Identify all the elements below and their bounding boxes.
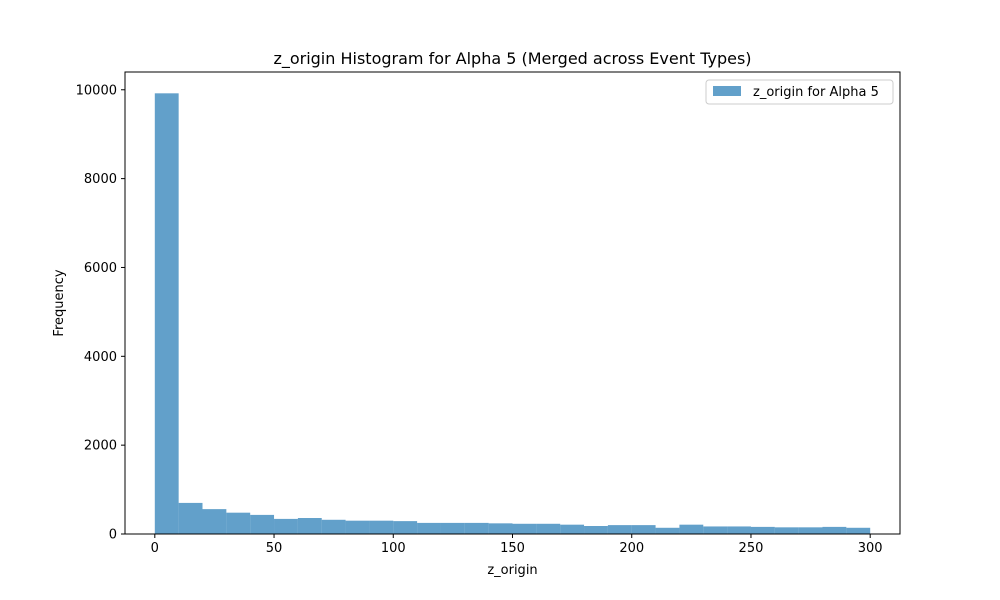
histogram-bar	[440, 522, 465, 534]
histogram-bar	[798, 527, 823, 534]
histogram-bar	[679, 524, 704, 534]
histogram-bar	[512, 523, 537, 534]
y-tick-label: 4000	[84, 350, 117, 365]
y-tick-label: 10000	[76, 83, 117, 98]
x-tick-label: 0	[151, 541, 159, 556]
histogram-bar	[464, 522, 489, 534]
x-tick-label: 50	[266, 541, 283, 556]
histogram-bar	[750, 526, 775, 534]
histogram-bar	[536, 523, 561, 534]
histogram-bar	[154, 93, 179, 535]
histogram-bar	[655, 527, 680, 534]
y-tick-label: 2000	[84, 439, 117, 454]
histogram-bar	[274, 518, 298, 534]
histogram-bar	[584, 526, 608, 534]
plot-frame	[124, 71, 901, 535]
legend-entry-label: z_origin for Alpha 5	[753, 85, 879, 100]
legend-swatch	[713, 86, 741, 96]
histogram-bar	[560, 524, 585, 534]
x-tick-label: 200	[619, 541, 644, 556]
histogram-bar	[202, 509, 227, 534]
histogram-bar	[607, 525, 632, 534]
histogram-bar	[178, 502, 203, 534]
x-axis-label: z_origin	[487, 563, 537, 578]
x-tick-label: 300	[858, 541, 883, 556]
legend: z_origin for Alpha 5	[705, 79, 894, 105]
histogram-bar	[345, 520, 370, 534]
y-tick-label: 6000	[84, 261, 117, 276]
histogram-bar	[250, 514, 275, 534]
chart-title: z_origin Histogram for Alpha 5 (Merged a…	[273, 49, 751, 69]
x-tick-label: 250	[739, 541, 764, 556]
histogram-bar	[846, 527, 871, 534]
histogram-bar	[393, 521, 418, 534]
histogram-bar	[369, 520, 394, 534]
y-tick-label: 8000	[84, 172, 117, 187]
histogram-bar	[297, 518, 322, 534]
histogram-bar	[703, 526, 728, 534]
bars-group	[154, 93, 871, 535]
y-axis-label: Frequency	[52, 269, 67, 336]
x-tick-label: 150	[500, 541, 525, 556]
histogram-bar	[631, 525, 656, 534]
legend-box	[705, 79, 894, 105]
histogram-bar	[822, 526, 847, 534]
y-ticks-group: 0 2000 4000 6000 8000 10000	[76, 83, 125, 543]
histogram-bar	[488, 523, 513, 534]
histogram-bar	[727, 526, 751, 534]
histogram-bar	[321, 519, 346, 534]
histogram-bar	[774, 527, 799, 534]
y-tick-label: 0	[109, 528, 117, 543]
histogram-bar	[417, 522, 441, 534]
x-ticks-group: 0 50 100 150 200 250 300	[151, 534, 883, 556]
x-tick-label: 100	[381, 541, 406, 556]
histogram-bar	[226, 512, 251, 534]
